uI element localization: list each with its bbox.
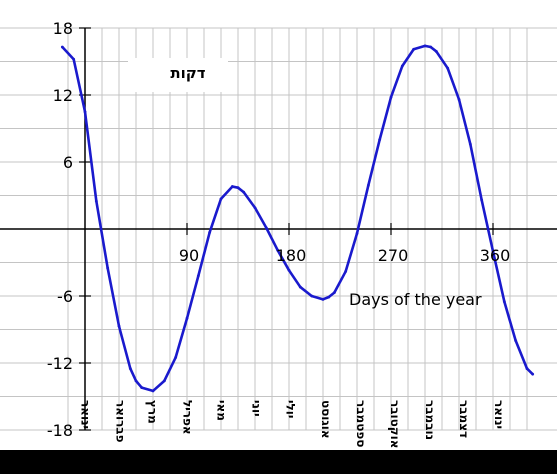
data-point — [378, 138, 382, 142]
data-point — [327, 295, 331, 299]
month-labels: ינואר פברואר מרץ אפריל מאי יוני יולי אוגוסט ספטמ… — [79, 400, 507, 449]
x-tick-label: 360 — [480, 246, 511, 265]
month-label: אוקטובר — [388, 400, 402, 449]
x-tick-label: 180 — [276, 246, 307, 265]
data-point — [60, 45, 64, 49]
data-point — [151, 389, 155, 393]
data-point — [128, 367, 132, 370]
data-point — [531, 372, 535, 376]
month-label: נובמבר — [423, 400, 437, 440]
data-point — [400, 64, 404, 68]
data-point — [83, 110, 87, 114]
data-point — [412, 47, 416, 51]
month-label: פברואר — [114, 400, 128, 443]
data-point — [162, 379, 166, 383]
month-label: דצמבר — [457, 400, 471, 438]
data-point — [287, 268, 291, 272]
data-point — [174, 356, 178, 359]
axes — [0, 27, 557, 431]
data-point — [253, 206, 257, 210]
data-point — [389, 95, 393, 99]
month-label: מרץ — [145, 400, 159, 424]
data-point — [355, 232, 359, 235]
month-label: אוגוסט — [319, 400, 333, 439]
data-point — [310, 294, 314, 298]
data-point — [236, 186, 240, 190]
data-point — [117, 324, 121, 328]
data-point — [140, 386, 144, 389]
data-point — [366, 184, 370, 187]
data-point — [298, 285, 302, 289]
month-label: ספטמבר — [354, 400, 368, 447]
data-point — [434, 50, 438, 53]
month-label: אפריל — [181, 400, 195, 435]
data-point — [480, 198, 484, 202]
y-tick-label: 12 — [53, 86, 73, 105]
y-tick-label: 6 — [63, 153, 73, 172]
y-tick-label: -6 — [57, 287, 73, 306]
data-point — [219, 197, 223, 201]
data-point — [423, 44, 427, 48]
data-point — [230, 185, 234, 188]
x-tick-label: 90 — [179, 246, 199, 265]
data-point — [242, 190, 246, 194]
data-point — [72, 57, 76, 61]
data-point — [276, 248, 280, 252]
data-point — [446, 66, 450, 70]
bottom-band — [0, 450, 557, 474]
data-point — [321, 297, 325, 301]
data-point — [457, 98, 461, 101]
x-tick-label: 270 — [378, 246, 409, 265]
data-point — [134, 379, 138, 383]
month-label: יוני — [250, 400, 264, 417]
data-point — [196, 274, 200, 278]
y-tick-label: 18 — [53, 19, 73, 38]
data-point — [491, 249, 495, 253]
ylabel-box — [128, 58, 228, 92]
series-layer — [60, 44, 535, 393]
tick-labels: 90 180 270 360 18 12 6 -6 -12 -18 — [47, 19, 510, 440]
y-tick-label: -12 — [47, 354, 73, 373]
data-point — [429, 45, 433, 49]
data-point — [332, 291, 336, 295]
data-point — [502, 300, 506, 303]
y-axis-label: דקות — [170, 64, 205, 82]
month-label: ינואר — [79, 400, 93, 429]
data-point — [468, 142, 472, 146]
month-label: ינואר — [492, 400, 506, 429]
data-point — [106, 266, 110, 270]
data-point — [344, 270, 348, 273]
y-tick-label: -18 — [47, 421, 73, 440]
data-point — [185, 316, 189, 320]
month-label: מאי — [215, 400, 229, 421]
data-point — [94, 199, 98, 203]
data-point — [264, 226, 268, 230]
data-point — [525, 367, 529, 370]
x-axis-annotation: Days of the year — [349, 290, 482, 309]
data-point — [208, 230, 212, 234]
data-point — [514, 339, 518, 343]
month-label: יולי — [284, 400, 298, 418]
